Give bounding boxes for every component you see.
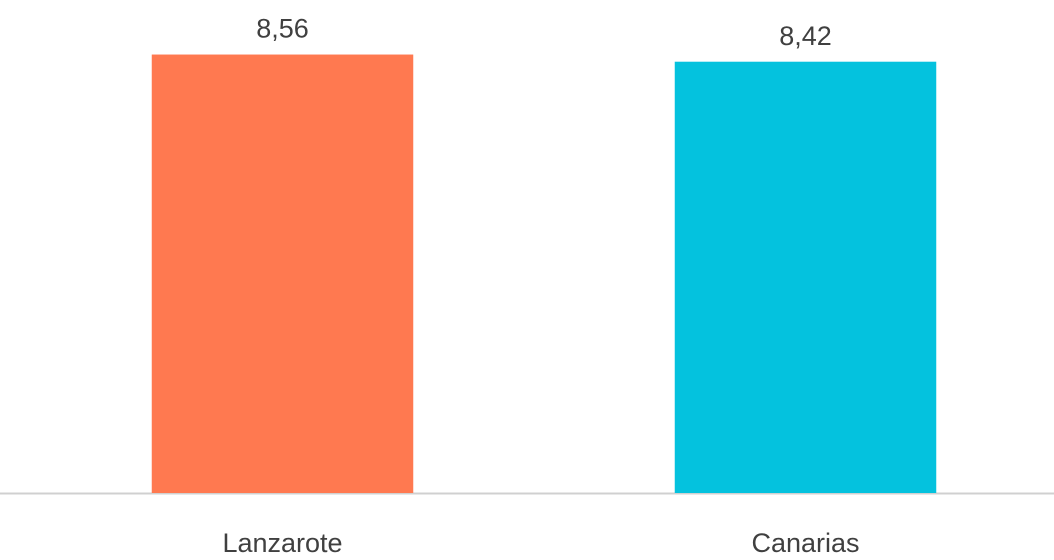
value-label: 8,42 <box>779 21 832 51</box>
x-tick-label: Canarias <box>751 528 859 558</box>
bar <box>151 54 414 493</box>
value-label: 8,56 <box>256 14 309 44</box>
bar <box>674 61 937 493</box>
x-tick-label: Lanzarote <box>222 528 342 558</box>
